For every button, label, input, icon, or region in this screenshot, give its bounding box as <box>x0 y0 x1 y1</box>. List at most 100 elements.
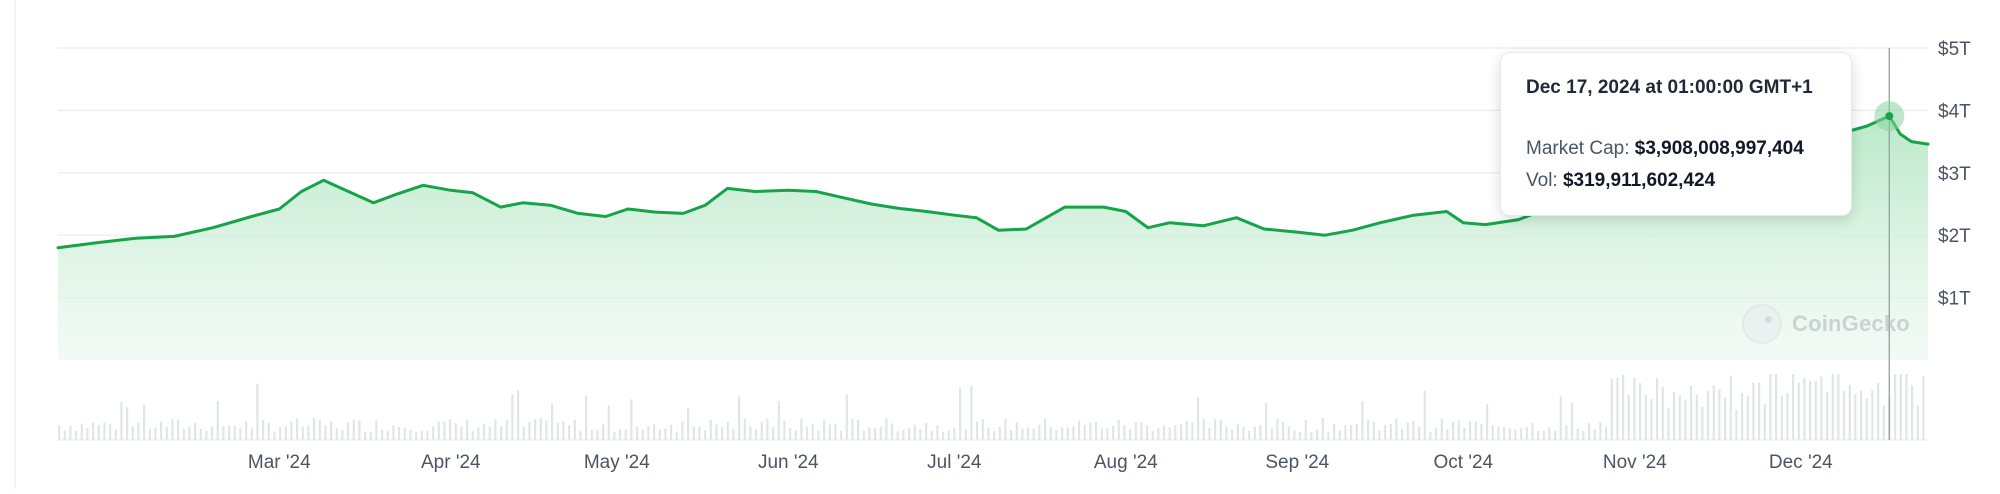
volume-bar <box>103 422 106 440</box>
volume-bar <box>126 407 129 440</box>
volume-bar <box>879 427 882 440</box>
volume-bar <box>1650 399 1653 440</box>
volume-bar <box>1684 399 1687 440</box>
volume-bar <box>330 420 333 440</box>
volume-bar <box>177 419 180 440</box>
volume-bar <box>1491 425 1494 440</box>
volume-bar <box>800 418 803 440</box>
volume-bar <box>1616 377 1619 440</box>
x-tick-label: Oct '24 <box>1433 452 1493 473</box>
volume-bar <box>1219 419 1222 440</box>
volume-bar <box>760 421 763 440</box>
volume-bar <box>171 419 174 440</box>
volume-bar <box>58 425 61 440</box>
volume-bar <box>199 428 202 440</box>
volume-bar <box>783 420 786 440</box>
volume-bar <box>1792 374 1795 440</box>
volume-bar <box>165 427 168 440</box>
volume-bar <box>1146 425 1149 440</box>
volume-bar <box>777 400 780 440</box>
volume-bar <box>585 395 588 440</box>
volume-bar <box>913 424 916 440</box>
volume-bar <box>86 428 89 440</box>
volume-bar <box>936 425 939 440</box>
volume-bar <box>1514 429 1517 440</box>
volume-bar <box>1140 421 1143 440</box>
volume-bar <box>398 427 401 440</box>
volume-bar <box>862 430 865 440</box>
volume-bar <box>817 430 820 440</box>
volume-bar <box>1304 419 1307 440</box>
volume-bar <box>1185 421 1188 440</box>
volume-bar <box>1282 421 1285 440</box>
tooltip-volume-row: Vol: $319,911,602,424 <box>1526 165 1827 197</box>
volume-bar <box>704 430 707 440</box>
volume-bar <box>1724 397 1727 440</box>
volume-bar <box>976 421 979 440</box>
volume-bar <box>1180 424 1183 440</box>
volume-bar <box>590 429 593 440</box>
volume-bar <box>794 430 797 440</box>
volume-bar <box>1344 425 1347 440</box>
volume-bar <box>335 428 338 440</box>
volume-bar <box>964 429 967 440</box>
volume-bar <box>194 422 197 440</box>
x-tick-label: May '24 <box>584 452 650 473</box>
volume-bar <box>1021 428 1024 440</box>
volume-bar <box>1916 405 1919 440</box>
volume-bar <box>1661 387 1664 440</box>
volume-bar <box>443 421 446 440</box>
volume-bar <box>454 423 457 440</box>
volume-bar <box>341 429 344 440</box>
volume-bar <box>908 427 911 440</box>
tooltip-date: Dec 17, 2024 at 01:00:00 GMT+1 <box>1526 77 1813 98</box>
volume-bar <box>1191 422 1194 440</box>
x-tick-label: Jul '24 <box>927 452 982 473</box>
volume-bar <box>619 429 622 440</box>
volume-bar <box>653 424 656 440</box>
y-tick-label: $3T <box>1938 164 1971 185</box>
volume-bar <box>239 428 242 440</box>
volume-bar <box>1276 418 1279 440</box>
volume-bar <box>245 421 248 440</box>
y-tick-label: $1T <box>1938 289 1971 310</box>
volume-bar <box>1440 418 1443 440</box>
volume-bar <box>420 430 423 440</box>
volume-bar <box>1248 430 1251 440</box>
x-tick-label: Mar '24 <box>248 452 311 473</box>
tooltip-market-cap-value: $3,908,008,997,404 <box>1634 138 1804 159</box>
volume-bar <box>1843 391 1846 440</box>
volume-bar <box>1797 382 1800 440</box>
volume-bar <box>1389 423 1392 440</box>
volume-bar <box>471 431 474 440</box>
volume-bar <box>1525 427 1528 440</box>
volume-bar <box>1299 431 1302 440</box>
volume-bar <box>573 419 576 440</box>
volume-bar <box>1202 419 1205 440</box>
y-tick-label: $4T <box>1938 101 1971 122</box>
volume-bar <box>681 421 684 440</box>
volume-bar <box>851 419 854 440</box>
volume-bar <box>1395 418 1398 440</box>
volume-bar <box>1548 427 1551 440</box>
volume-bar <box>1741 393 1744 440</box>
volume-bar <box>1457 420 1460 440</box>
volume-bar <box>358 420 361 440</box>
volume-bar <box>1151 431 1154 440</box>
volume-bar <box>551 403 554 440</box>
volume-bar <box>1911 385 1914 440</box>
volume-bar <box>1310 431 1313 440</box>
coingecko-watermark: CoinGecko <box>1742 302 1910 346</box>
volume-bar <box>1236 424 1239 440</box>
volume-bar <box>715 424 718 440</box>
volume-bar <box>154 427 157 440</box>
volume-bar <box>1412 420 1415 440</box>
volume-bar <box>296 418 299 440</box>
volume-bar <box>483 423 486 440</box>
volume-bar <box>1401 428 1404 440</box>
volume-bar <box>1905 374 1908 440</box>
volume-bar <box>658 429 661 440</box>
volume-bar <box>1503 427 1506 440</box>
